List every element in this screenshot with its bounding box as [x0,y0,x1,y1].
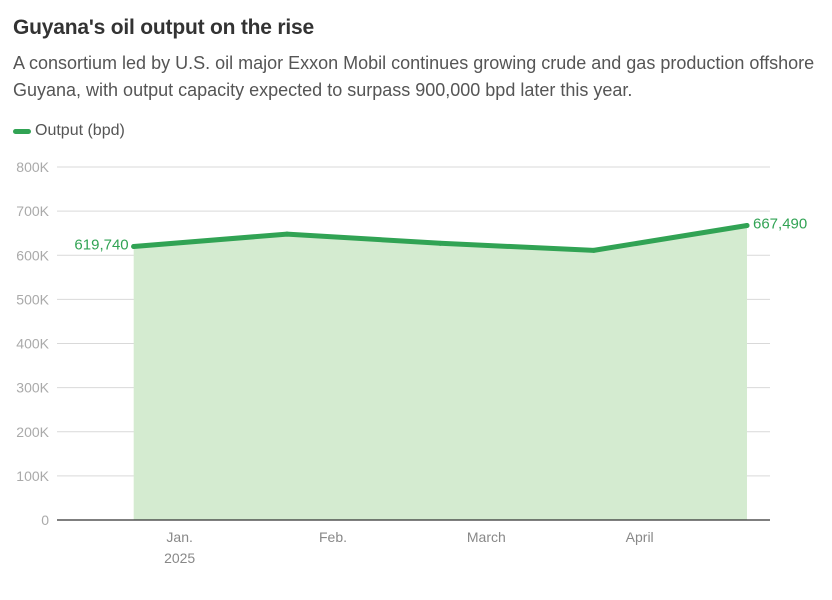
data-point [591,247,597,253]
value-annotation: 667,490 [753,215,807,232]
legend-label: Output (bpd) [35,122,125,139]
y-tick-label: 200K [16,424,49,440]
y-tick-label: 800K [16,159,49,175]
x-tick-label: April [626,529,654,545]
y-tick-label: 600K [16,247,49,263]
y-tick-label: 700K [16,203,49,219]
legend: Output (bpd) [13,122,125,140]
chart-subtitle: A consortium led by U.S. oil major Exxon… [13,53,815,100]
x-tick-label: March [467,529,506,545]
y-tick-label: 100K [16,468,49,484]
legend-swatch [13,128,31,134]
data-point [284,231,290,237]
data-point [131,244,137,250]
y-tick-label: 500K [16,291,49,307]
data-point [744,222,750,228]
x-tick-label: Feb. [319,529,347,545]
y-tick-label: 0 [41,512,49,528]
annotation-layer: 619,740 667,490 [74,215,807,253]
x-tick-layer: Jan. 2025 Feb. March April [164,529,654,566]
y-tick-label: 300K [16,380,49,396]
data-point [437,240,443,246]
x-tick-label: Jan. [166,529,192,545]
chart-title: Guyana's oil output on the rise [13,16,314,39]
x-tick-year-label: 2025 [164,550,195,566]
output-area-fill [133,225,747,520]
value-annotation: 619,740 [74,237,128,254]
y-tick-label: 400K [16,336,49,352]
